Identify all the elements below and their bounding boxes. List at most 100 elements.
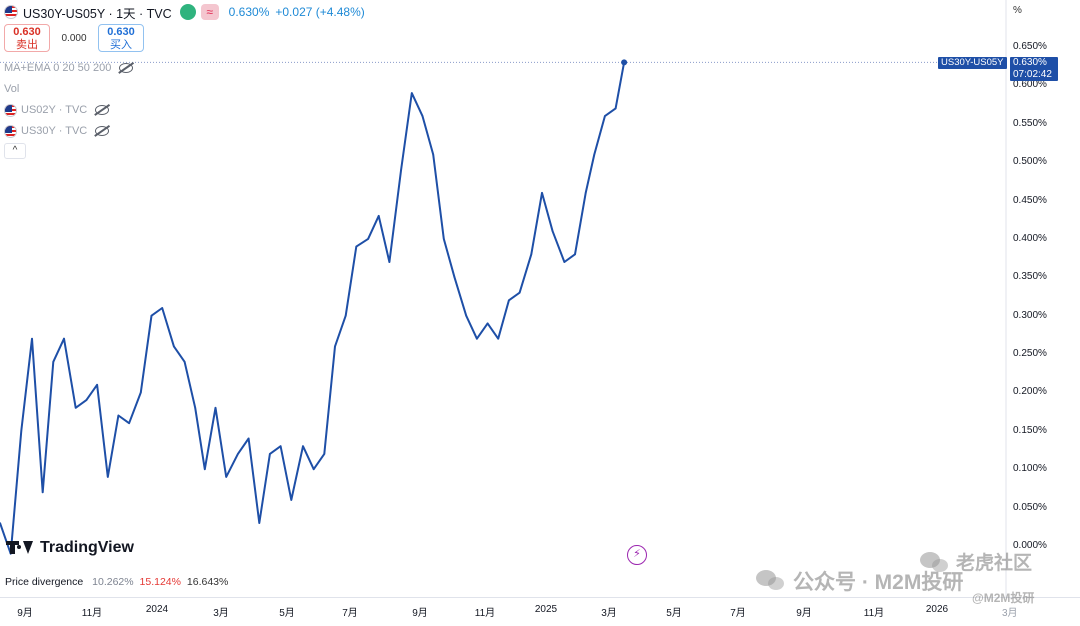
collapse-legend-button[interactable]: ^ <box>4 143 26 159</box>
series-point <box>453 276 456 279</box>
sell-button[interactable]: 0.630 卖出 <box>4 24 50 52</box>
x-tick-label: 2024 <box>145 604 169 615</box>
price-unit-label: % <box>1013 5 1022 16</box>
series-point <box>551 230 554 233</box>
y-tick-label: 0.250% <box>1013 348 1047 360</box>
us-flag-icon <box>4 103 17 117</box>
x-tick-label: 3月 <box>1002 608 1018 619</box>
symbol-header[interactable]: US30Y-US05Y · 1天 · TVC ≈ 0.630% +0.027 (… <box>4 3 365 21</box>
series-point <box>443 238 445 240</box>
symbol-title[interactable]: US30Y-US05Y · 1天 · TVC <box>23 6 172 21</box>
x-tick-label: 9月 <box>17 608 33 619</box>
series-point <box>290 499 293 501</box>
indicator-ma-ema[interactable]: MA+EMA 0 20 50 200 <box>4 60 134 76</box>
tradingview-logo-icon <box>6 539 36 557</box>
divergence-value-3: 16.643% <box>186 576 229 588</box>
y-tick-label: 0.450% <box>1013 194 1047 206</box>
series-point <box>214 407 217 409</box>
series-point <box>367 238 369 240</box>
last-price-marker <box>621 59 628 66</box>
x-tick-label: 11月 <box>863 608 885 619</box>
wave-icon[interactable]: ≈ <box>200 4 219 20</box>
symbol-tag: US30Y-US05Y <box>938 57 1007 69</box>
series-point <box>258 522 261 524</box>
x-tick-label: 9月 <box>796 608 812 619</box>
series-point <box>518 291 521 294</box>
series-point <box>225 476 227 478</box>
y-tick-label: 0.200% <box>1013 386 1047 398</box>
series-point <box>421 115 424 117</box>
spread-value: 0.000 <box>61 32 87 44</box>
buy-button[interactable]: 0.630 买入 <box>98 24 144 52</box>
x-tick-label: 2025 <box>534 604 558 615</box>
y-tick-label: 0.400% <box>1013 232 1047 244</box>
series-point <box>237 453 239 455</box>
watermark-logo-icon <box>920 552 950 574</box>
series-point <box>0 522 1 524</box>
series-point <box>411 92 413 94</box>
indicator-vol-label: Vol <box>4 83 20 95</box>
series-point <box>204 468 206 471</box>
watermark-line-2: 公众号 · M2M投研 <box>793 571 964 594</box>
x-tick-label: 2026 <box>925 604 949 615</box>
series-point <box>85 399 88 401</box>
wechat-icon <box>756 570 786 592</box>
y-tick-label: 0.050% <box>1013 501 1047 513</box>
series-point <box>355 245 358 248</box>
sell-price: 0.630 <box>13 26 41 38</box>
indicator-us02y-label: US02Y · TVC <box>21 104 88 116</box>
x-tick-label: 3月 <box>213 608 229 619</box>
series-point <box>302 445 304 448</box>
series-point <box>173 345 175 348</box>
price-divergence-label: Price divergence <box>5 576 84 588</box>
y-tick-label: 0.600% <box>1013 79 1047 91</box>
indicator-us02y[interactable]: US02Y · TVC <box>4 102 110 118</box>
price-divergence-row[interactable]: Price divergence 10.262% 15.124% 16.643% <box>5 576 228 588</box>
y-tick-label: 0.300% <box>1013 309 1047 321</box>
series-point <box>530 253 533 256</box>
x-tick-label: 5月 <box>666 608 682 619</box>
series-point <box>52 360 55 363</box>
series-point <box>150 314 153 317</box>
us-flag-icon <box>4 124 17 138</box>
last-price-tag: 0.630% 07:02:42 <box>1010 57 1058 81</box>
time-axis[interactable]: 9月 11月 2024 3月 5月 7月 9月 11月 2025 3月 5月 7月 9月 11月 2026 3… <box>0 597 1080 619</box>
divergence-value-2: 15.124% <box>139 576 181 588</box>
y-tick-label: 0.350% <box>1013 271 1047 283</box>
series-point <box>128 422 130 424</box>
buy-label: 买入 <box>110 39 132 51</box>
series-point <box>247 437 250 440</box>
y-tick-label: 0.650% <box>1013 41 1047 52</box>
series-point <box>432 153 434 156</box>
series-point <box>604 115 606 117</box>
eye-hidden-icon[interactable] <box>119 63 134 73</box>
lightning-icon[interactable]: ⚡ <box>627 545 647 565</box>
us-flag-icon <box>4 5 18 19</box>
series-point <box>497 337 500 340</box>
eye-hidden-icon[interactable] <box>95 126 110 136</box>
series-point <box>563 261 566 263</box>
eye-hidden-icon[interactable] <box>95 105 110 115</box>
series-point <box>323 453 326 455</box>
price-change: +0.027 (+4.48%) <box>275 5 365 19</box>
series-point <box>541 192 543 194</box>
indicator-vol[interactable]: Vol <box>4 81 19 97</box>
series-point <box>41 491 44 494</box>
y-tick-label: 0.000% <box>1013 540 1047 551</box>
series-point <box>465 314 468 317</box>
series-point <box>279 445 282 448</box>
indicator-us30y[interactable]: US30Y · TVC <box>4 123 110 139</box>
last-price: 0.630% <box>228 5 270 19</box>
series-point <box>377 215 380 217</box>
series-point <box>194 407 197 409</box>
x-tick-label: 7月 <box>730 608 746 619</box>
tradingview-logo[interactable]: TradingView <box>6 539 134 557</box>
series-point <box>312 468 315 471</box>
x-tick-label: 9月 <box>412 608 428 619</box>
y-tick-label: 0.100% <box>1013 463 1047 475</box>
x-tick-label: 3月 <box>601 608 617 619</box>
y-tick-label: 0.150% <box>1013 424 1047 436</box>
watermark-line-3: @M2M投研 <box>972 591 1035 605</box>
series-point <box>74 407 77 409</box>
